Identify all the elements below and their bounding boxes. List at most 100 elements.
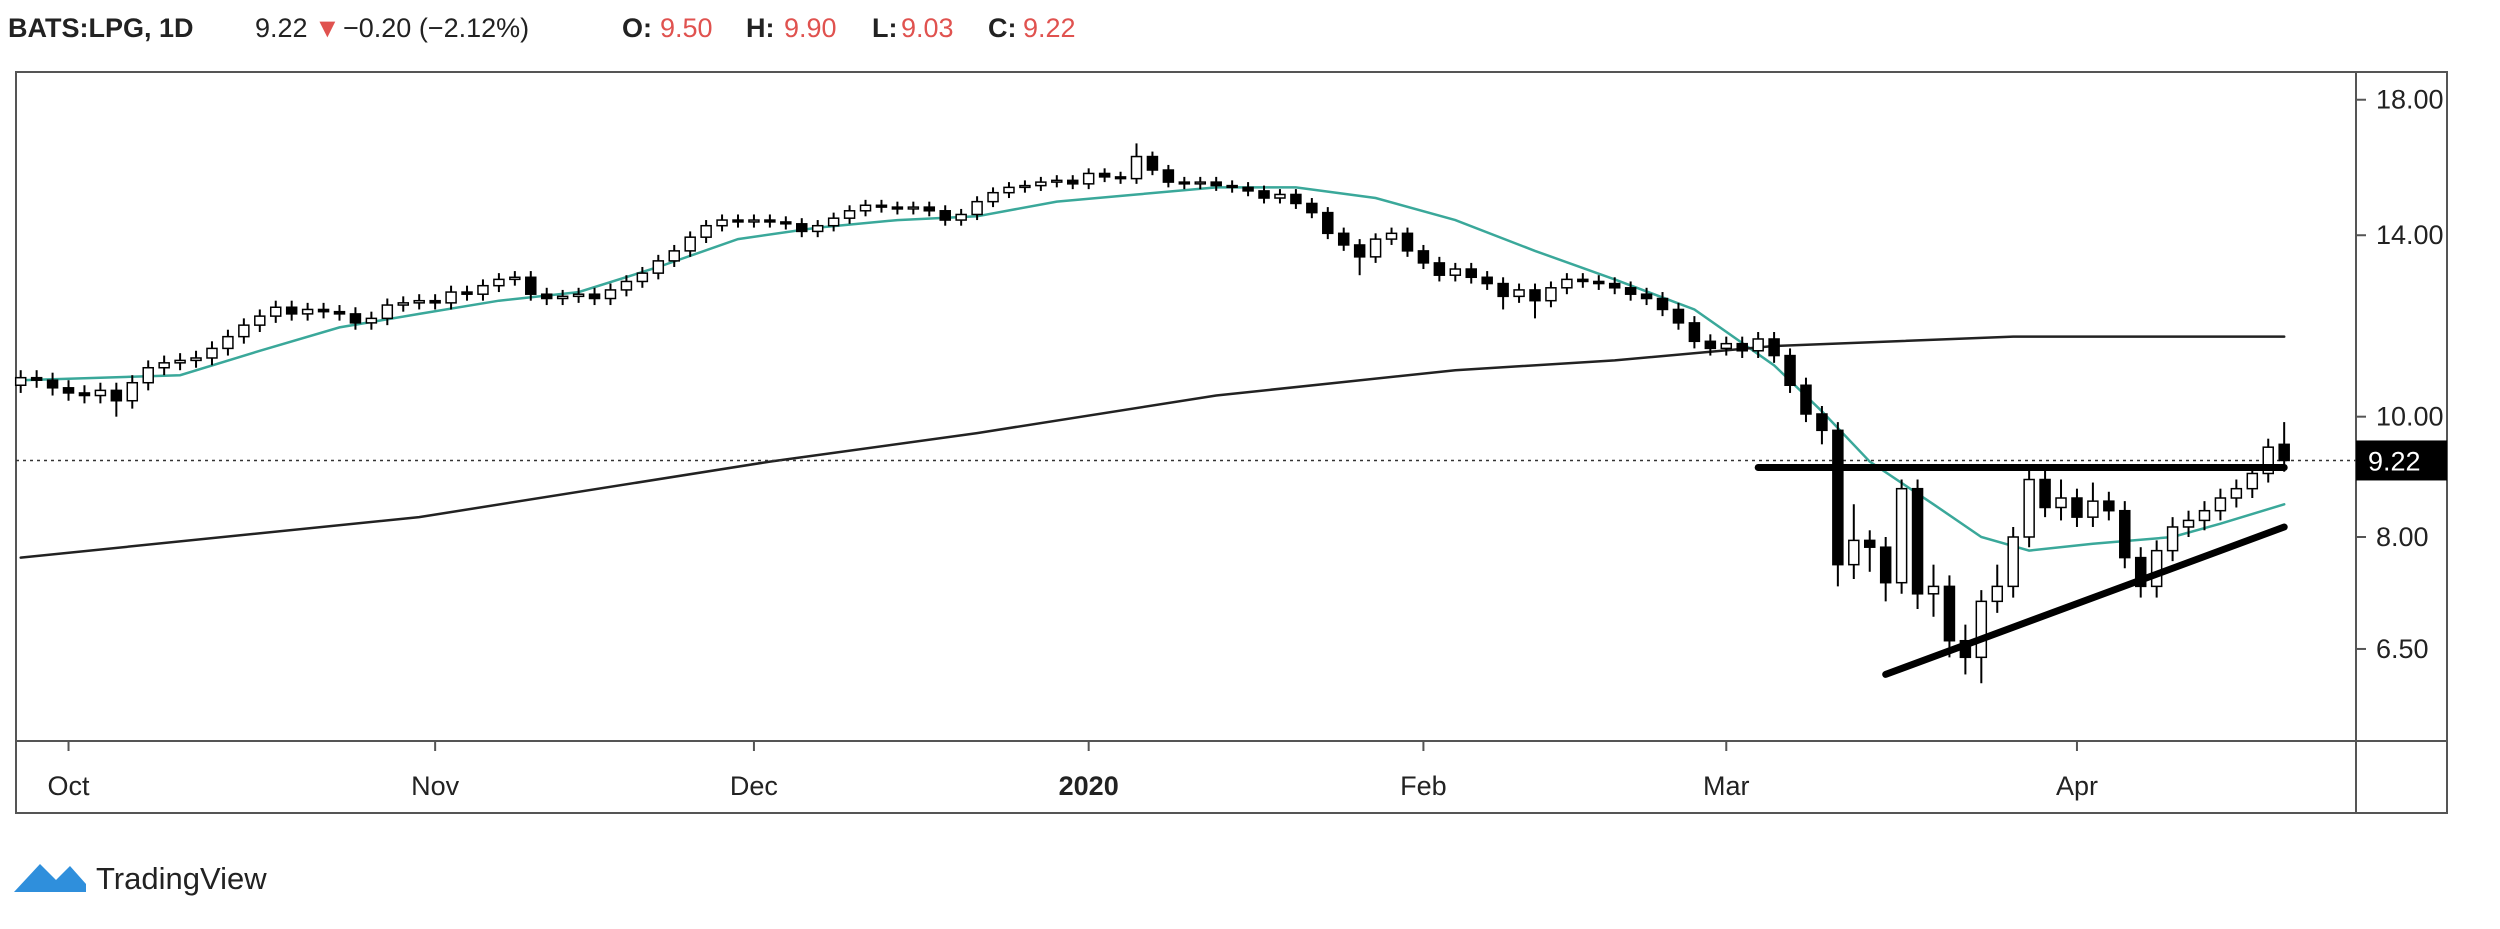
y-tick-label: 18.00 [2376, 85, 2444, 115]
candle-body [859, 204, 872, 212]
candle-body [1130, 155, 1143, 180]
candle-body [1513, 289, 1525, 298]
candle-body [1497, 282, 1509, 298]
candle-body [94, 389, 107, 397]
moving-average [19, 186, 2286, 552]
candle-body [301, 308, 314, 315]
candle-body [1274, 193, 1286, 199]
candle-body [2007, 536, 2019, 588]
candle-body [1577, 278, 1589, 283]
candle-body [1991, 585, 2004, 603]
candle-body [1194, 181, 1207, 185]
candle-body [556, 295, 569, 300]
x-tick-label: Nov [411, 771, 460, 801]
y-tick-label: 6.50 [2376, 634, 2429, 664]
candle-body [1879, 546, 1892, 584]
candle-body [1545, 287, 1557, 302]
candle-body [1848, 539, 1860, 566]
candle-body [1417, 250, 1430, 264]
candle-body [477, 284, 489, 295]
candle-body [796, 223, 808, 233]
candle-body [1640, 293, 1653, 300]
candle-body [811, 224, 824, 233]
candle-body [2246, 472, 2259, 490]
candle-body [1481, 276, 1493, 285]
candle-body [2119, 509, 2131, 559]
candle-body [1385, 232, 1398, 240]
candle-body [461, 291, 473, 295]
candle-body [1927, 585, 1940, 595]
x-tick-label: Apr [2056, 771, 2098, 801]
candle-body [1593, 280, 1605, 285]
candle-body [445, 291, 457, 304]
candle-body [1178, 181, 1191, 185]
candle-body [525, 276, 537, 295]
candle-body [780, 221, 792, 225]
candle-body [206, 347, 218, 359]
candle-body [1019, 184, 1031, 189]
candle-body [1306, 202, 1318, 214]
candle-body [1608, 282, 1621, 289]
candle-body [285, 306, 298, 315]
candle-body [827, 217, 840, 227]
candle-body [1465, 268, 1477, 279]
candle-body [413, 299, 425, 304]
candle-body [971, 200, 983, 216]
candle-body [923, 206, 936, 212]
candle-body [14, 376, 27, 387]
candle-body [1784, 354, 1796, 387]
price-label: 9.22 [2368, 446, 2421, 476]
open-key: O: [622, 13, 652, 43]
candle-body [875, 204, 888, 208]
candle-body [620, 280, 633, 291]
candle-body [1561, 278, 1573, 289]
candle-body [1258, 190, 1270, 199]
candle-body [668, 250, 680, 262]
candle-body [1943, 585, 1956, 642]
trend-line [1882, 523, 2288, 678]
candle-body [1816, 413, 1828, 432]
y-tick-label: 10.00 [2376, 402, 2444, 432]
candle-body [1051, 179, 1063, 183]
candle-body [2230, 487, 2243, 499]
candle-body [652, 260, 665, 274]
candle-body [1401, 232, 1414, 252]
candle-body [987, 191, 999, 203]
candle-body [397, 302, 410, 306]
candle-body [2023, 478, 2035, 538]
candle-body [540, 293, 553, 300]
candle-body [2087, 500, 2099, 518]
candle-body [748, 219, 760, 223]
x-tick-label: Oct [48, 771, 91, 801]
candle-body [732, 219, 744, 223]
candle-body [110, 389, 123, 402]
candle-body [509, 276, 521, 281]
logo-icon [14, 864, 86, 892]
candle-body [1800, 384, 1812, 415]
candle-body [1911, 487, 1924, 595]
x-tick-label: Dec [730, 771, 778, 801]
candle-body [2103, 500, 2115, 512]
candle-body [1720, 342, 1733, 350]
candle-body [604, 289, 617, 300]
candle-body [238, 324, 250, 338]
candle-body [764, 219, 776, 223]
candle-body [174, 359, 186, 364]
candle-body [1098, 172, 1111, 178]
candle-body [2214, 497, 2227, 512]
moving-average [19, 335, 2286, 559]
candle-body [2278, 443, 2290, 462]
candle-body [1688, 322, 1701, 343]
candle-body [381, 304, 394, 320]
candle-body [2071, 497, 2083, 518]
change: −0.20 (−2.12%) [343, 13, 529, 43]
plot-area [14, 143, 2356, 684]
candle-body [1066, 179, 1079, 185]
last-price: 9.22 [255, 13, 308, 43]
candle-body [1290, 193, 1302, 205]
candle-body [636, 272, 649, 283]
candle-body [222, 335, 234, 350]
down-arrow: ▼ [314, 13, 341, 43]
candle-body [1337, 232, 1350, 246]
candle-body [126, 381, 139, 402]
